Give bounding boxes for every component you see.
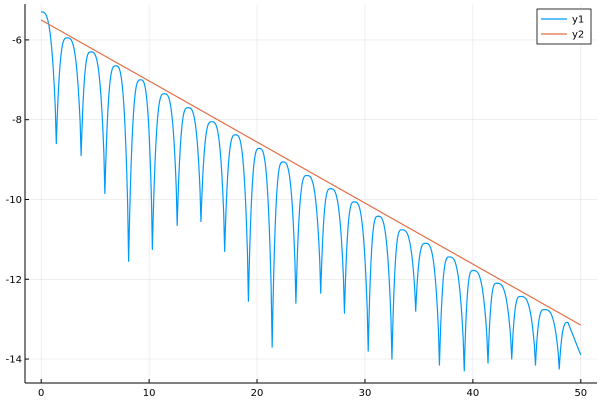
x-tick-label: 50 (574, 388, 587, 399)
x-tick-label: 0 (38, 388, 44, 399)
x-tick-label: 40 (467, 388, 480, 399)
y-tick-label: -8 (12, 115, 22, 126)
series-layer (40, 11, 582, 372)
legend-box (536, 8, 592, 45)
y-tick-label: -14 (6, 355, 22, 366)
axes: 0 10 20 30 40 50 -14 -12 -10 -8 -6 (6, 4, 597, 399)
grid (25, 4, 597, 383)
legend-label-y1: y1 (572, 15, 584, 26)
legend-label-y2: y2 (572, 30, 584, 41)
x-tick-label: 30 (359, 388, 372, 399)
y-tick-label: -6 (12, 35, 22, 46)
x-tick-label: 20 (251, 388, 264, 399)
y-tick-label: -10 (6, 195, 22, 206)
x-tick-label: 10 (143, 388, 156, 399)
y-tick-label: -12 (6, 275, 22, 286)
series-y2-line (40, 19, 582, 326)
series-y1-line (41, 11, 582, 372)
